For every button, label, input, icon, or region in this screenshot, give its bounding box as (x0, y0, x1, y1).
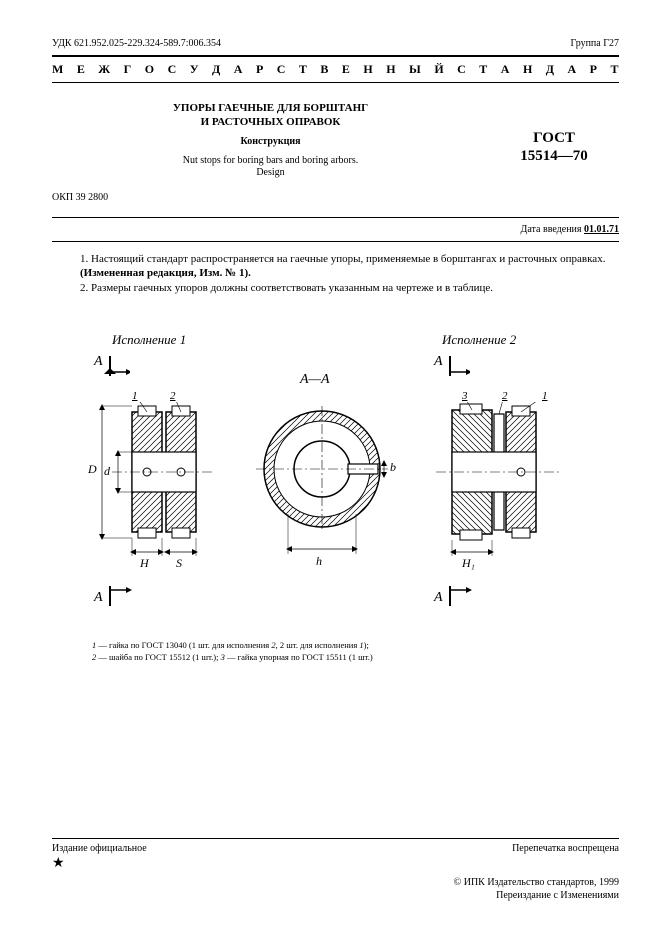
dim-D: D (88, 462, 97, 477)
footer-left: Издание официальное (52, 843, 147, 854)
para-1: 1. Настоящий стандарт распространяется н… (52, 252, 619, 267)
ref-3: 3 (462, 390, 468, 402)
view-2-side (432, 402, 582, 572)
legend-text: — гайка по ГОСТ 13040 (1 шт. для исполне… (96, 640, 271, 650)
title-sub: Конструкция (52, 136, 489, 147)
okp-code: ОКП 39 2800 (52, 192, 619, 203)
title-line1: УПОРЫ ГАЕЧНЫЕ ДЛЯ БОРШТАНГ (52, 101, 489, 115)
dim-b: b (390, 460, 396, 475)
variant-2-label: Исполнение 2 (442, 332, 516, 348)
rule (52, 55, 619, 57)
ref-1: 1 (542, 390, 548, 402)
para-2: (Измененная редакция, Изм. № 1). (52, 266, 619, 281)
dim-H1: H₁ (462, 556, 475, 571)
ref-2: 2 (502, 390, 508, 402)
rule (52, 217, 619, 218)
footer-copy: © ИПК Издательство стандартов, 1999 Пере… (52, 876, 619, 902)
dim-h: h (316, 554, 322, 569)
view-1-side (92, 402, 222, 572)
footer-star: ★ (52, 854, 619, 872)
section-label: А—А (300, 372, 330, 388)
title-en2: Design (52, 167, 489, 180)
title-block: УПОРЫ ГАЕЧНЫЕ ДЛЯ БОРШТАНГ И РАСТОЧНЫХ О… (52, 101, 619, 180)
dim-S: S (176, 556, 182, 571)
gost-number: 15514—70 (489, 147, 619, 165)
ref-1: 1 (132, 390, 138, 402)
legend-text: — гайка упорная по ГОСТ 15511 (1 шт.) (225, 652, 373, 662)
legend-text: ); (364, 640, 369, 650)
footer-right: Перепечатка воспрещена (512, 843, 619, 854)
title-right: ГОСТ 15514—70 (489, 101, 619, 180)
title-en1: Nut stops for boring bars and boring arb… (52, 155, 489, 168)
gost-label: ГОСТ (489, 129, 619, 147)
dim-H: H (140, 556, 149, 571)
dim-d: d (104, 464, 110, 479)
legend-text: , 2 шт. для исполнения (276, 640, 360, 650)
banner-text: М Е Ж Г О С У Д А Р С Т В Е Н Н Ы Й С Т … (52, 59, 619, 82)
copyright-2: Переиздание с Изменениями (52, 889, 619, 902)
rule (52, 82, 619, 83)
footer-row: Издание официальное Перепечатка воспреще… (52, 843, 619, 854)
title-left: УПОРЫ ГАЕЧНЫЕ ДЛЯ БОРШТАНГ И РАСТОЧНЫХ О… (52, 101, 489, 180)
section-arrow-icon (90, 354, 130, 378)
para-3: 2. Размеры гаечных упоров должны соответ… (52, 281, 619, 296)
group-code: Группа Г27 (571, 38, 619, 49)
date-value: 01.01.71 (584, 224, 619, 235)
section-arrow-icon (430, 354, 470, 378)
intro-date: Дата введения 01.01.71 (52, 224, 619, 235)
page: УДК 621.952.025-229.324-589.7:006.354 Гр… (0, 0, 661, 936)
technical-drawing: Исполнение 1 Исполнение 2 А—А А А 1 2 3 … (52, 332, 619, 632)
rule (52, 241, 619, 242)
view-section-aa (252, 404, 392, 564)
section-arrow-icon (430, 582, 474, 608)
legend: 1 — гайка по ГОСТ 13040 (1 шт. для испол… (52, 640, 619, 663)
section-arrow-icon (90, 582, 134, 608)
rule (52, 838, 619, 839)
star-icon: ★ (52, 856, 65, 871)
header-row: УДК 621.952.025-229.324-589.7:006.354 Гр… (52, 38, 619, 49)
udk-code: УДК 621.952.025-229.324-589.7:006.354 (52, 38, 221, 49)
footer: Издание официальное Перепечатка воспреще… (52, 838, 619, 902)
legend-text: — шайба по ГОСТ 15512 (1 шт.); (96, 652, 220, 662)
ref-2: 2 (170, 390, 176, 402)
title-line2: И РАСТОЧНЫХ ОПРАВОК (52, 115, 489, 129)
date-label: Дата введения (521, 224, 584, 235)
variant-1-label: Исполнение 1 (112, 332, 186, 348)
copyright-1: © ИПК Издательство стандартов, 1999 (52, 876, 619, 889)
